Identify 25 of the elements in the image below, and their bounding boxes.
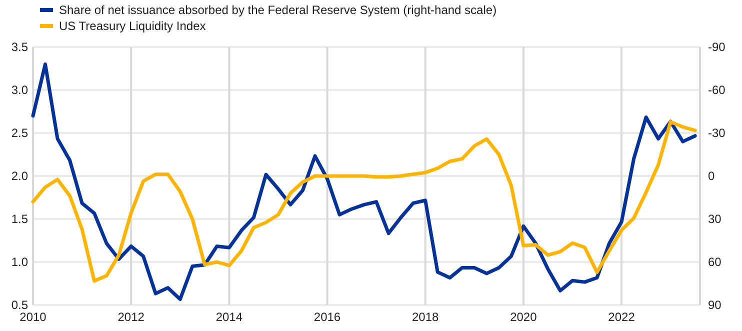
y2-tick-label: 0 bbox=[708, 169, 715, 183]
line-series bbox=[31, 62, 697, 302]
y2-tick-label: 60 bbox=[708, 255, 722, 269]
y2-tick-label: -60 bbox=[708, 83, 726, 97]
line-series bbox=[31, 120, 697, 283]
y-tick-label: 1.0 bbox=[11, 255, 28, 269]
legend-label: Share of net issuance absorbed by the Federal Reserve System (right-hand scale) bbox=[59, 3, 497, 17]
y-tick-label: 3.0 bbox=[11, 83, 28, 97]
x-tick-label: 2018 bbox=[412, 310, 440, 324]
x-tick-label: 2012 bbox=[118, 310, 145, 324]
y2-tick-label: -90 bbox=[708, 40, 726, 54]
y-tick-label: 0.5 bbox=[11, 298, 28, 312]
x-tick-label: 2016 bbox=[314, 310, 341, 324]
y2-tick-label: 30 bbox=[708, 212, 722, 226]
x-tick-label: 2022 bbox=[608, 310, 636, 324]
legend-label: US Treasury Liquidity Index bbox=[59, 19, 206, 33]
y-tick-label: 2.0 bbox=[11, 169, 28, 183]
x-tick-label: 2014 bbox=[216, 310, 243, 324]
y-tick-label: 3.5 bbox=[11, 40, 28, 54]
y2-tick-label: -30 bbox=[708, 126, 726, 140]
x-tick-label: 2020 bbox=[510, 310, 538, 324]
x-tick-label: 2010 bbox=[20, 310, 47, 324]
y-tick-label: 1.5 bbox=[11, 212, 28, 226]
y2-tick-label: 90 bbox=[708, 298, 722, 312]
y-tick-label: 2.5 bbox=[11, 126, 28, 140]
